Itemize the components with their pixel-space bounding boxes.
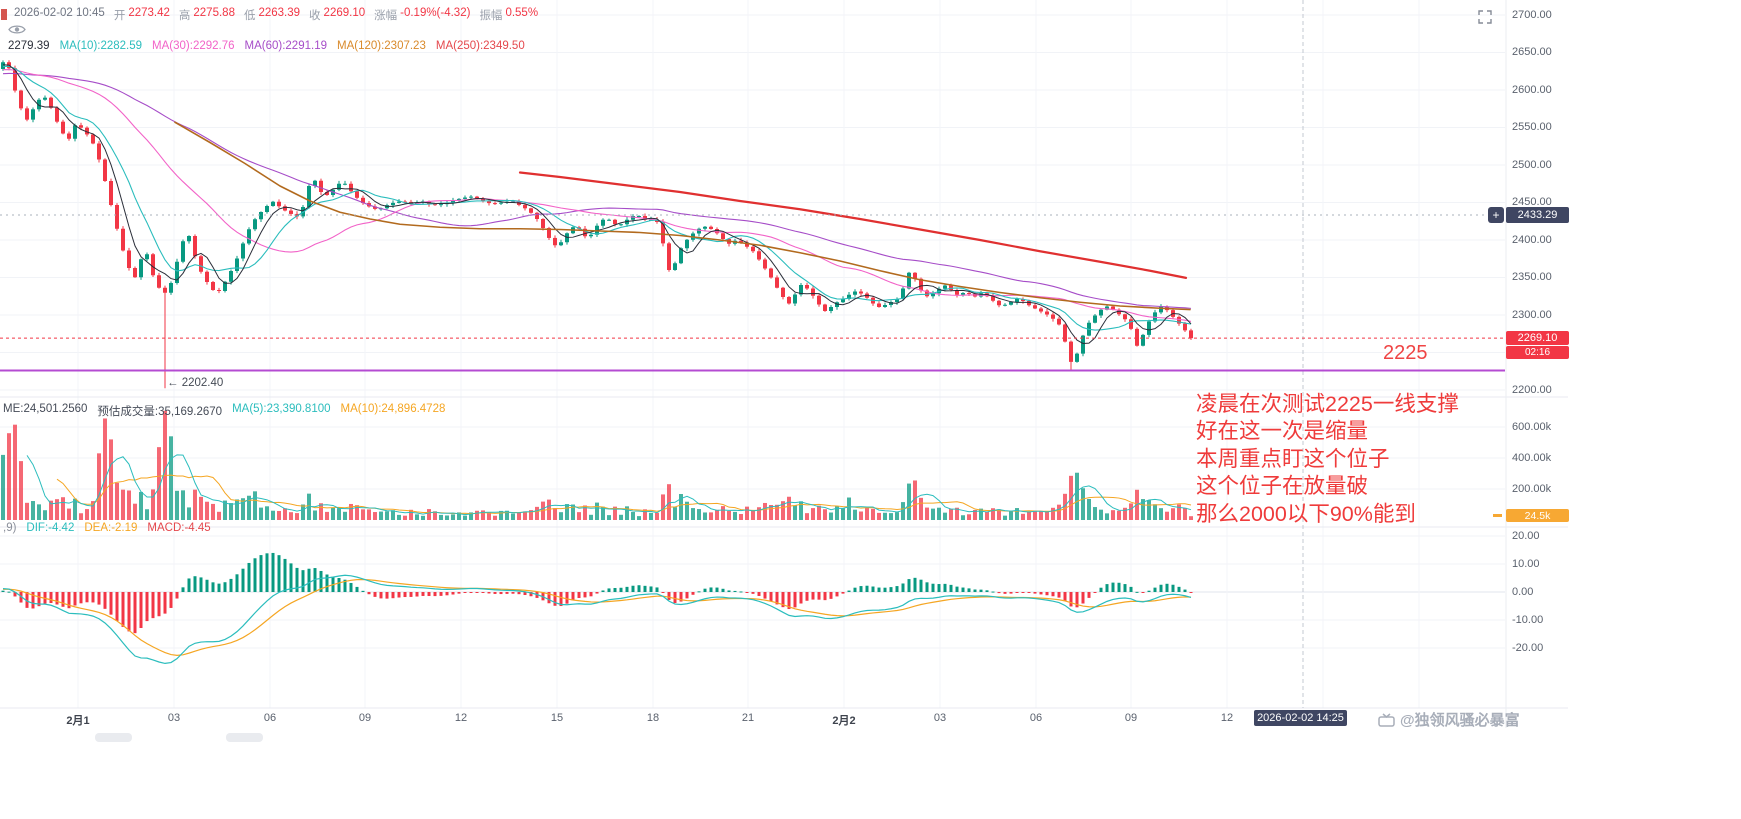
bar-countdown-badge: 02:16 [1506, 346, 1569, 359]
annotation-text-block: 凌晨在次测试2225一线支撑 好在这一次是缩量 本周重点盯这个位子 这个位子在放量破那… [1196, 391, 1459, 528]
time-label: 2月1 [66, 715, 90, 727]
axis-label: 2450.00 [1512, 196, 1552, 208]
axis-label: 400.00k [1512, 451, 1552, 464]
time-label: 06 [1029, 712, 1043, 724]
gridlines [0, 0, 1568, 728]
ma-items: MA(10):2282.59 MA(30):2292.76 MA(60):2291.… [60, 40, 525, 52]
current-time-badge: 2026-02-02 14:25 [1254, 710, 1347, 726]
time-label: 12 [1220, 712, 1234, 724]
support-level-label: 2225 [1383, 342, 1428, 364]
legend-item: MA(60):2291.19 [244, 40, 327, 52]
legend-item: MA(30):2292.76 [152, 40, 235, 52]
legend-item: MA(250):2349.50 [435, 40, 525, 52]
annotation-line: 这个位子在放量破 [1196, 474, 1369, 499]
volume-axis-tick [1493, 514, 1502, 517]
axis-label: 10.00 [1512, 557, 1540, 570]
scrollbar-fragment[interactable] [95, 733, 132, 742]
price-axis[interactable]: 2700.00 2650.00 2600.00 2550.00 2500.00 2450.… [1506, 0, 1741, 730]
ohlc-field: 收 2269.10 [309, 7, 366, 22]
visibility-eye-icon[interactable] [8, 23, 26, 41]
axis-label: 0.00 [1512, 585, 1534, 598]
axis-label: -20.00 [1512, 641, 1544, 654]
time-label: 06 [263, 712, 277, 724]
watermark: @独领风骚必暴富 [1378, 709, 1520, 730]
chart-canvas[interactable] [0, 0, 1741, 745]
low-price-marker: ← 2202.40 [167, 377, 224, 389]
axis-label: 2200.00 [1512, 383, 1552, 396]
level-lines [0, 0, 1505, 708]
legend-item: MA(10):24,896.4728 [340, 403, 446, 415]
time-label: 09 [1124, 712, 1138, 724]
axis-label: 2550.00 [1512, 121, 1552, 133]
legend-item: MA(10):2282.59 [59, 40, 143, 52]
ohlc-fields: 开 2273.42 高 2275.88 低 2263.39 收 2269.10 涨幅 -0.19%… [114, 7, 538, 23]
axis-label: 2500.00 [1512, 158, 1552, 171]
volume-legend: ME:24,501.2560 预估成交量:35,169.2670 MA(5):23,… [3, 403, 445, 419]
scrollbar-fragment[interactable] [226, 733, 263, 742]
ma-lines [2, 64, 1192, 344]
bar-datetime: 2026-02-02 10:45 [14, 7, 105, 19]
ma5-value: 2279.39 [8, 40, 50, 52]
macd-legend: ,9) DIF:-4.42 DEA:-2.19 MACD:-4.45 [3, 522, 211, 534]
time-label: 12 [454, 712, 468, 724]
ohlc-field: 开 2273.42 [113, 7, 170, 22]
axis-label: -10.00 [1512, 613, 1544, 626]
legend-item: ME:24,501.2560 [3, 403, 88, 415]
legend-item: MA(5):23,390.8100 [232, 403, 331, 415]
axis-label: 2300.00 [1512, 308, 1552, 321]
time-label: 03 [167, 712, 181, 724]
axis-label: 2700.00 [1512, 8, 1552, 21]
ohlc-field: 振幅 0.55% [479, 7, 539, 22]
watermark-text: @独领风骚必暴富 [1400, 712, 1520, 729]
clipped-symbol-fragment [1, 9, 7, 20]
annotation-line: 好在这一次是缩量 [1196, 419, 1369, 444]
ohlc-field: 涨幅 -0.19%(-4.32) [374, 7, 471, 22]
axis-label: 200.00k [1512, 482, 1552, 495]
time-label: 03 [933, 712, 947, 724]
alert-price-badge[interactable]: 2433.29 [1506, 207, 1569, 223]
annotation-line: 凌晨在次测试2225一线支撑 [1196, 392, 1459, 416]
axis-label: 20.00 [1512, 529, 1540, 542]
macd-layer [1, 552, 1193, 665]
axis-label: 2650.00 [1512, 46, 1552, 58]
axis-label: 600.00k [1512, 420, 1552, 433]
axis-label: 2600.00 [1512, 83, 1552, 96]
time-label: 18 [646, 712, 660, 724]
time-label: 21 [741, 712, 755, 724]
volume-bars [1, 410, 1193, 520]
legend-item: DEA:-2.19 [84, 522, 138, 534]
ma-legend: 2279.39 MA(10):2282.59 MA(30):2292.76 MA(6… [8, 40, 525, 52]
legend-item: 预估成交量:35,169.2670 [97, 406, 223, 418]
annotation-line: 本周重点盯这个位子 [1196, 446, 1390, 471]
time-label: 2月2 [832, 715, 856, 727]
candles-layer [1, 60, 1193, 389]
volume-ma-lines [26, 454, 1192, 516]
ohlc-field: 高 2275.88 [178, 7, 235, 22]
add-alert-button[interactable]: + [1488, 207, 1504, 223]
time-label: 15 [550, 712, 564, 724]
last-price-badge: 2269.10 [1506, 331, 1569, 345]
axis-label: 2350.00 [1512, 271, 1552, 283]
legend-item: DIF:-4.42 [26, 522, 75, 534]
ohlc-field: 低 2263.39 [243, 7, 301, 22]
fullscreen-icon[interactable] [1477, 9, 1493, 25]
tv-icon [1378, 712, 1395, 727]
axis-label: 2400.00 [1512, 233, 1552, 246]
annotation-line: 那么2000以下90%能到 [1196, 501, 1416, 526]
ohlc-bar: 2026-02-02 10:45 开 2273.42 高 2275.88 低 2263.3… [14, 7, 538, 23]
current-volume-badge: 24.5k [1506, 509, 1569, 522]
time-label: 09 [358, 712, 372, 724]
legend-item: MA(120):2307.23 [336, 40, 426, 52]
legend-item: ,9) [3, 522, 17, 534]
legend-item: MACD:-4.45 [147, 522, 211, 534]
